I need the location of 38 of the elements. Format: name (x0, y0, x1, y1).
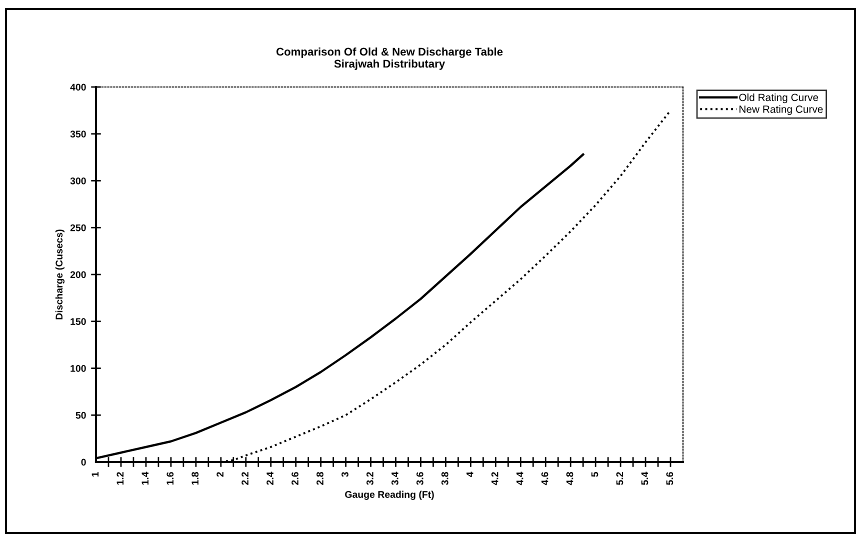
y-tick-label: 50 (76, 412, 86, 419)
y-tick-label: 100 (70, 364, 86, 372)
y-tick-label: 350 (70, 130, 86, 138)
x-tick-label: 5.2 (616, 472, 624, 485)
y-axis-title: Discharge (Cusecs) (55, 230, 65, 320)
x-tick-label: 3.6 (416, 472, 424, 486)
x-tick-label: 2.2 (242, 472, 248, 485)
y-tick-label: 150 (70, 318, 86, 325)
legend-label: New Rating Curve (740, 105, 823, 115)
x-tick-label: 1.4 (142, 472, 148, 485)
x-tick-label: 4.2 (491, 472, 498, 486)
x-tick-label: 5.4 (641, 472, 648, 485)
x-tick-label: 4.8 (566, 472, 574, 486)
y-tick-label: 200 (70, 271, 86, 278)
x-tick-label: 1.6 (166, 472, 174, 485)
x-tick-label: 2.6 (292, 472, 298, 485)
y-tick-label: 250 (70, 224, 86, 232)
x-tick-label: 1 (92, 472, 99, 477)
x-tick-label: 2.8 (316, 472, 324, 485)
x-tick-label: 2.4 (266, 472, 274, 485)
x-tick-label: 3 (342, 472, 348, 477)
x-axis-title: Gauge Reading (Ft) (345, 490, 434, 500)
x-tick-label: 1.8 (192, 472, 199, 485)
x-tick-label: 3.4 (391, 472, 398, 486)
x-tick-label: 4.6 (541, 472, 548, 486)
x-tick-label: 5.6 (666, 472, 674, 485)
x-tick-label: 4.4 (516, 472, 524, 486)
x-tick-label: 1.2 (116, 472, 124, 485)
legend-label: Old Rating Curve (739, 93, 818, 104)
y-tick-label: 0 (81, 458, 86, 466)
x-tick-label: 5 (591, 472, 598, 477)
x-tick-label: 2 (216, 472, 224, 477)
x-tick-label: 3.2 (366, 472, 374, 486)
y-tick-label: 300 (70, 177, 86, 184)
x-tick-label: 3.8 (441, 472, 448, 486)
x-tick-label: 4 (466, 472, 474, 477)
chart-title: Comparison Of Old & New Discharge Table Sirajwah Distributary (276, 47, 503, 70)
y-tick-label: 400 (70, 84, 86, 91)
